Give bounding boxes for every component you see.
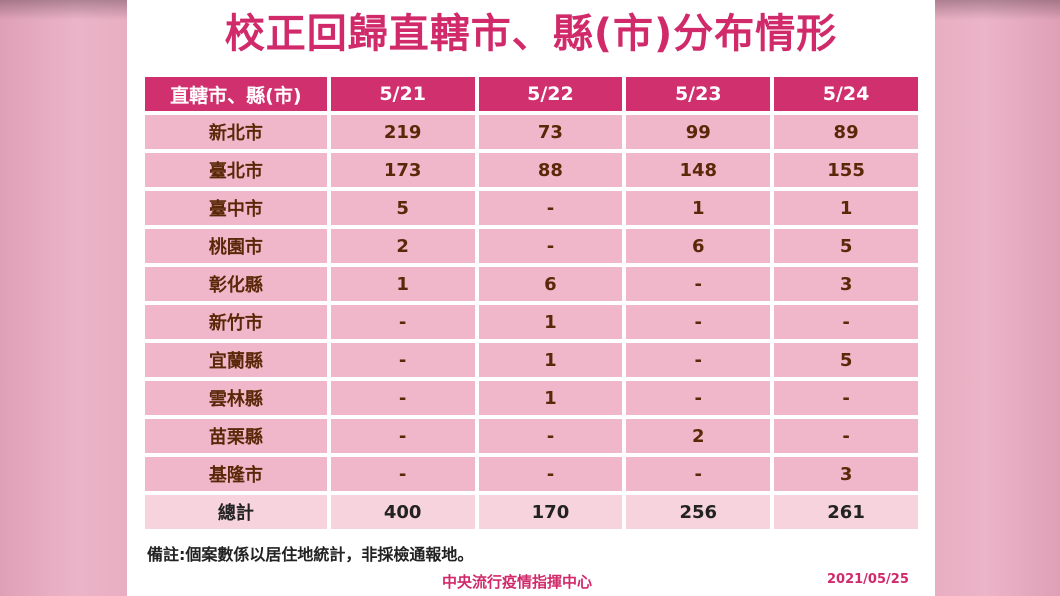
total-row: 總計 400 170 256 261 <box>145 495 918 529</box>
value-cell: 73 <box>478 115 623 149</box>
region-cell: 苗栗縣 <box>145 419 327 453</box>
value-cell: 1 <box>478 305 623 339</box>
right-background-panel <box>935 0 1060 596</box>
value-cell: 5 <box>774 343 918 377</box>
value-cell: 1 <box>774 191 918 225</box>
value-cell: - <box>774 381 918 415</box>
table-row: 桃園市 2 - 6 5 <box>145 229 918 263</box>
total-label: 總計 <box>145 495 327 529</box>
value-cell: 219 <box>330 115 475 149</box>
value-cell: 6 <box>626 229 771 263</box>
table-row: 彰化縣 1 6 - 3 <box>145 267 918 301</box>
source-label: 中央流行疫情指揮中心 <box>442 573 593 591</box>
value-cell: 5 <box>330 191 475 225</box>
region-cell: 宜蘭縣 <box>145 343 327 377</box>
footnote: 備註:個案數係以居住地統計，非採檢通報地。 <box>147 545 474 564</box>
value-cell: - <box>330 381 475 415</box>
value-cell: - <box>330 419 475 453</box>
value-cell: - <box>330 343 475 377</box>
left-background-panel <box>0 0 127 596</box>
value-cell: - <box>626 381 771 415</box>
total-value: 256 <box>626 495 771 529</box>
table-row: 臺中市 5 - 1 1 <box>145 191 918 225</box>
table-row: 基隆市 - - - 3 <box>145 457 918 491</box>
region-cell: 新北市 <box>145 115 327 149</box>
distribution-table: 直轄市、縣(市) 5/21 5/22 5/23 5/24 新北市 219 73 … <box>141 73 922 533</box>
value-cell: 1 <box>330 267 475 301</box>
table-row: 新竹市 - 1 - - <box>145 305 918 339</box>
region-cell: 臺北市 <box>145 153 327 187</box>
value-cell: - <box>478 229 623 263</box>
value-cell: 3 <box>774 457 918 491</box>
region-cell: 桃園市 <box>145 229 327 263</box>
value-cell: 6 <box>478 267 623 301</box>
value-cell: - <box>478 419 623 453</box>
header-date-0522: 5/22 <box>478 77 623 111</box>
value-cell: 148 <box>626 153 771 187</box>
value-cell: - <box>626 267 771 301</box>
value-cell: - <box>330 305 475 339</box>
header-date-0523: 5/23 <box>626 77 771 111</box>
table-row: 苗栗縣 - - 2 - <box>145 419 918 453</box>
header-date-0524: 5/24 <box>774 77 918 111</box>
header-region: 直轄市、縣(市) <box>145 77 327 111</box>
value-cell: 155 <box>774 153 918 187</box>
slide-title: 校正回歸直轄市、縣(市)分布情形 <box>224 11 838 57</box>
table-row: 雲林縣 - 1 - - <box>145 381 918 415</box>
value-cell: - <box>478 191 623 225</box>
value-cell: 89 <box>774 115 918 149</box>
region-cell: 臺中市 <box>145 191 327 225</box>
table-row: 臺北市 173 88 148 155 <box>145 153 918 187</box>
value-cell: 1 <box>626 191 771 225</box>
total-value: 400 <box>330 495 475 529</box>
value-cell: - <box>478 457 623 491</box>
value-cell: 1 <box>478 343 623 377</box>
value-cell: 99 <box>626 115 771 149</box>
region-cell: 雲林縣 <box>145 381 327 415</box>
value-cell: 2 <box>626 419 771 453</box>
value-cell: 88 <box>478 153 623 187</box>
header-date-0521: 5/21 <box>330 77 475 111</box>
table-row: 宜蘭縣 - 1 - 5 <box>145 343 918 377</box>
region-cell: 彰化縣 <box>145 267 327 301</box>
value-cell: 2 <box>330 229 475 263</box>
value-cell: 5 <box>774 229 918 263</box>
value-cell: 173 <box>330 153 475 187</box>
region-cell: 新竹市 <box>145 305 327 339</box>
value-cell: - <box>626 305 771 339</box>
total-value: 261 <box>774 495 918 529</box>
value-cell: - <box>774 419 918 453</box>
publish-date: 2021/05/25 <box>827 572 909 587</box>
region-cell: 基隆市 <box>145 457 327 491</box>
table-row: 新北市 219 73 99 89 <box>145 115 918 149</box>
slide: 校正回歸直轄市、縣(市)分布情形 直轄市、縣(市) 5/21 5/22 5/23… <box>127 0 935 596</box>
value-cell: - <box>330 457 475 491</box>
value-cell: - <box>626 457 771 491</box>
value-cell: - <box>774 305 918 339</box>
value-cell: 1 <box>478 381 623 415</box>
total-value: 170 <box>478 495 623 529</box>
table-header-row: 直轄市、縣(市) 5/21 5/22 5/23 5/24 <box>145 77 918 111</box>
value-cell: - <box>626 343 771 377</box>
value-cell: 3 <box>774 267 918 301</box>
